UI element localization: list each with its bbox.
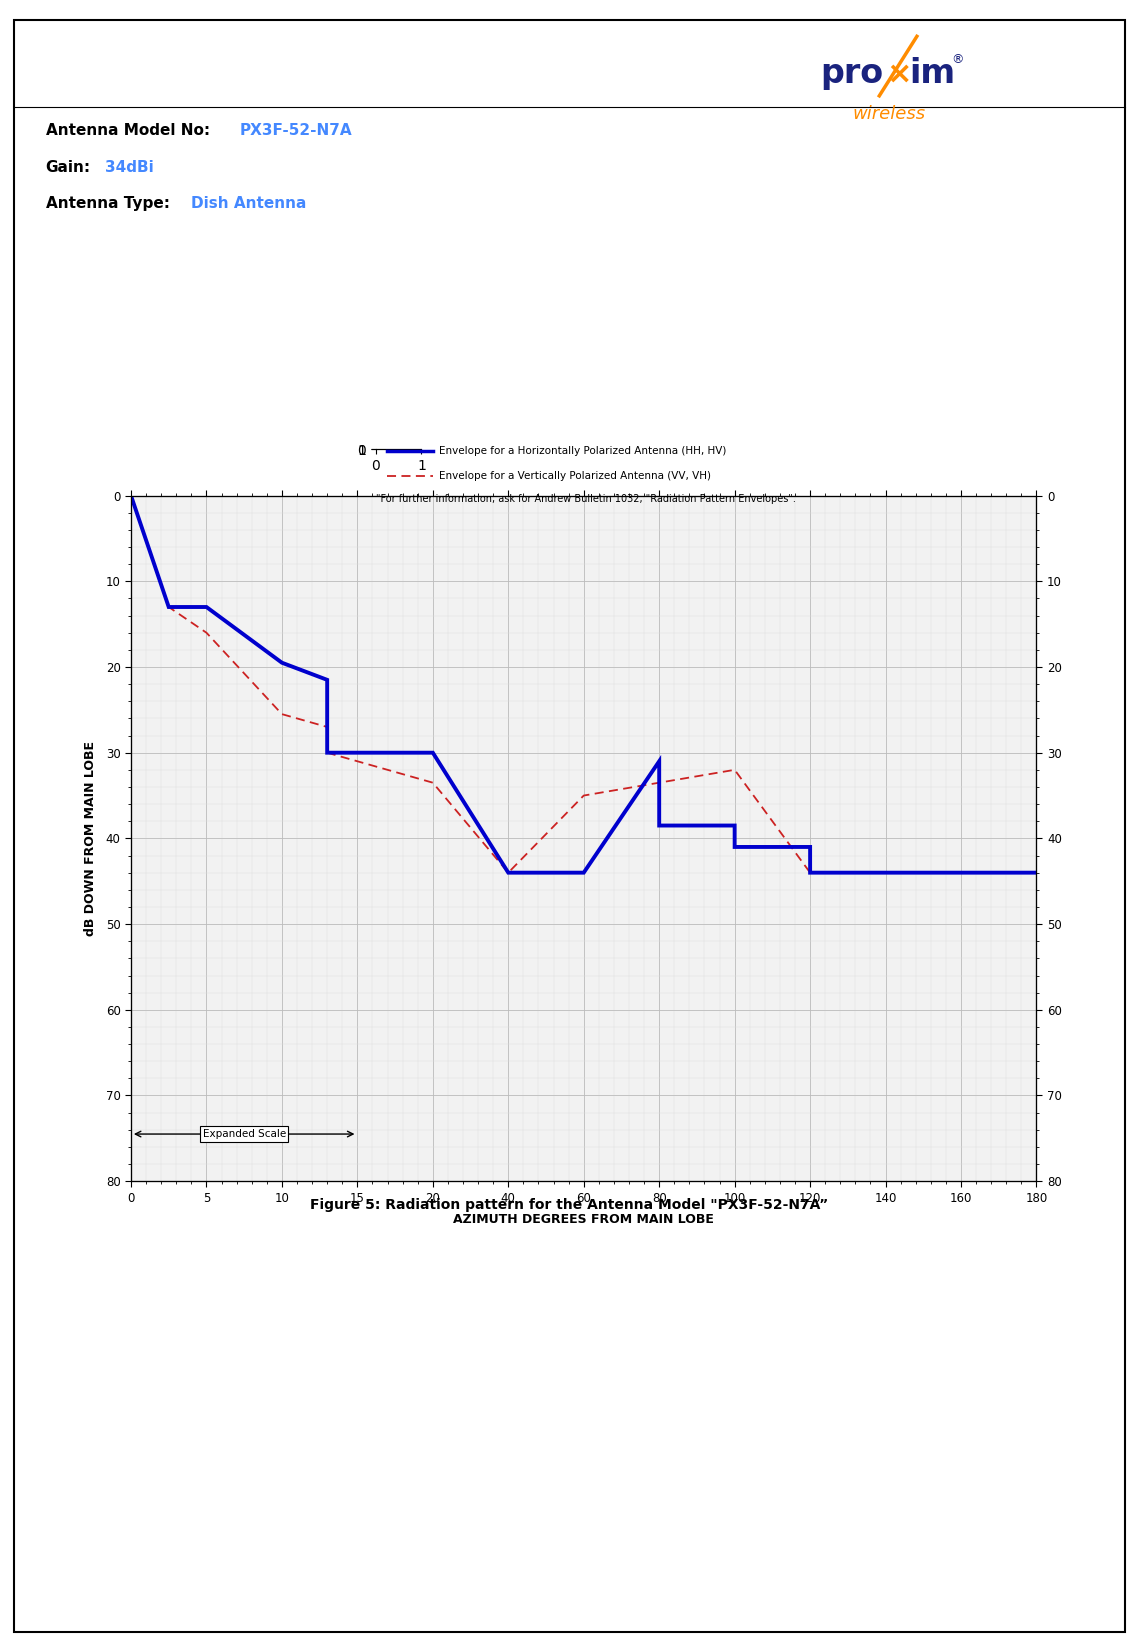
Text: "For further information, ask for Andrew Bulletin 1032, "Radiation Pattern Envel: "For further information, ask for Andrew… bbox=[376, 494, 796, 504]
Text: im: im bbox=[909, 56, 954, 89]
Text: Expanded Scale: Expanded Scale bbox=[203, 1128, 286, 1138]
Y-axis label: dB DOWN FROM MAIN LOBE: dB DOWN FROM MAIN LOBE bbox=[84, 740, 97, 937]
Text: Gain:: Gain: bbox=[46, 160, 91, 175]
Text: Envelope for a Vertically Polarized Antenna (VV, VH): Envelope for a Vertically Polarized Ante… bbox=[439, 471, 711, 481]
Text: 34dBi: 34dBi bbox=[105, 160, 154, 175]
X-axis label: AZIMUTH DEGREES FROM MAIN LOBE: AZIMUTH DEGREES FROM MAIN LOBE bbox=[453, 1213, 714, 1226]
Text: Figure 5: Radiation pattern for the Antenna Model "PX3F-52-N7A”: Figure 5: Radiation pattern for the Ante… bbox=[310, 1198, 829, 1213]
Text: Dish Antenna: Dish Antenna bbox=[191, 197, 306, 211]
Text: Antenna Type:: Antenna Type: bbox=[46, 197, 170, 211]
Text: pro: pro bbox=[820, 56, 883, 89]
Text: Antenna Model No:: Antenna Model No: bbox=[46, 124, 210, 139]
Text: ×: × bbox=[886, 59, 911, 89]
Text: wireless: wireless bbox=[852, 106, 925, 122]
Text: Envelope for a Horizontally Polarized Antenna (HH, HV): Envelope for a Horizontally Polarized An… bbox=[439, 446, 726, 456]
Text: ®: ® bbox=[951, 53, 964, 66]
Text: PX3F-52-N7A: PX3F-52-N7A bbox=[239, 124, 352, 139]
